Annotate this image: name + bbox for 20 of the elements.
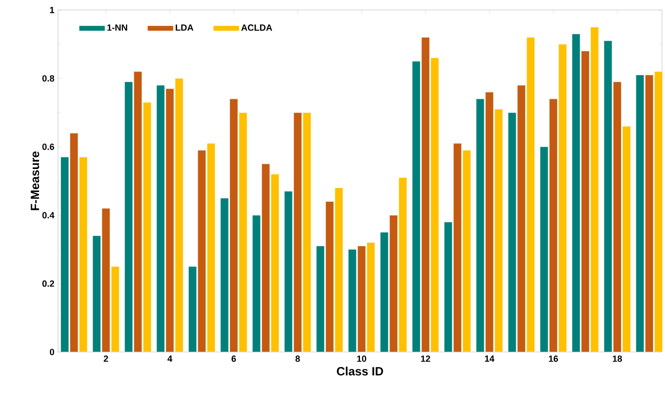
x-tick-label: 14: [485, 356, 494, 362]
legend-label: ACLDA: [241, 24, 272, 31]
y-tick-label: 1: [50, 6, 54, 14]
legend-label: 1-NN: [107, 24, 128, 31]
y-tick-label: 0: [50, 348, 54, 356]
y-tick-label: 0.2: [42, 280, 54, 287]
legend-label: LDA: [176, 24, 194, 31]
y-tick-label: 0.6: [42, 144, 54, 150]
x-tick-label: 6: [232, 356, 236, 362]
x-tick-label: 8: [295, 356, 300, 362]
x-tick-label: 4: [168, 356, 172, 362]
x-tick-label: 18: [612, 356, 622, 362]
x-tick-label: 12: [421, 356, 430, 362]
x-axis-title: Class ID: [336, 366, 384, 376]
y-axis-title: F-Measure: [30, 152, 40, 210]
y-tick-label: 0.8: [42, 75, 54, 82]
y-tick-label: 0.4: [42, 212, 54, 218]
x-tick-label: 16: [548, 356, 558, 362]
x-tick-label: 10: [357, 356, 366, 362]
x-tick-label: 2: [104, 356, 108, 362]
